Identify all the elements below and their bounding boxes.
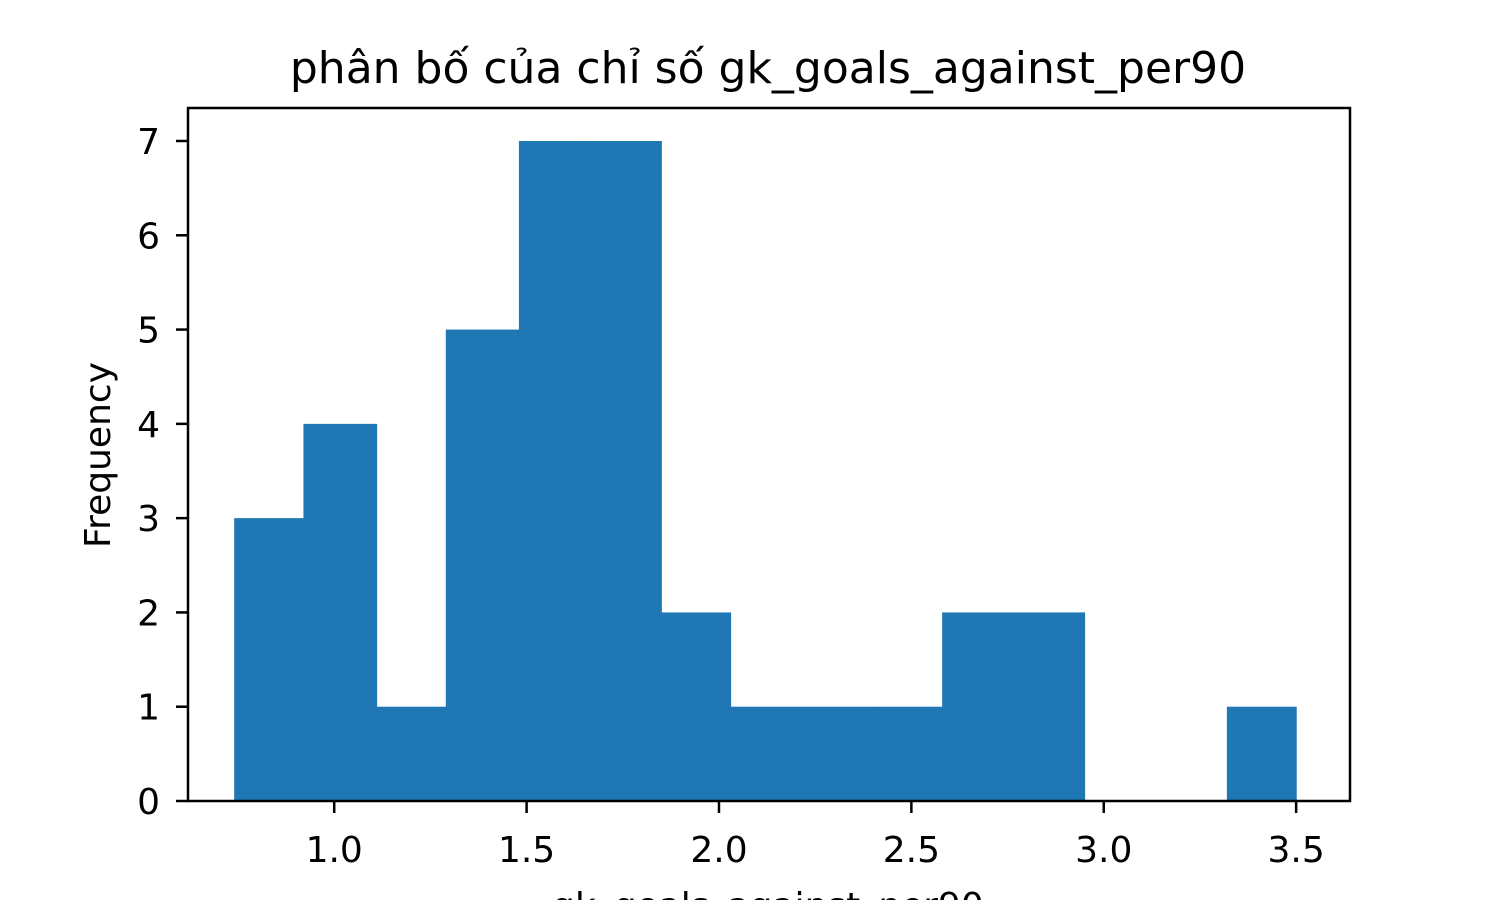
histogram-bar bbox=[1015, 612, 1086, 801]
histogram-bar bbox=[661, 612, 732, 801]
histogram-bar bbox=[799, 706, 874, 801]
x-tick-label: 1.5 bbox=[498, 830, 555, 871]
y-tick-label: 3 bbox=[137, 499, 160, 540]
x-axis-ticks: 1.0 1.5 2.0 2.5 3.0 3.5 bbox=[306, 801, 1325, 871]
histogram-bar bbox=[730, 706, 801, 801]
x-tick-label: 2.0 bbox=[690, 830, 747, 871]
y-axis-label: Frequency bbox=[78, 362, 119, 548]
histogram-bar bbox=[234, 518, 305, 801]
histogram-bar bbox=[588, 141, 662, 801]
histogram-bar bbox=[872, 706, 943, 801]
histogram-bar bbox=[376, 706, 447, 801]
bars-group bbox=[234, 141, 1297, 801]
x-tick-label: 3.5 bbox=[1267, 830, 1324, 871]
x-tick-label: 3.0 bbox=[1075, 830, 1132, 871]
x-tick-label: 2.5 bbox=[883, 830, 940, 871]
y-tick-label: 1 bbox=[137, 688, 160, 729]
histogram-bar bbox=[445, 329, 520, 801]
y-tick-label: 0 bbox=[137, 782, 160, 823]
histogram-bar bbox=[303, 423, 378, 801]
y-tick-label: 6 bbox=[137, 216, 160, 257]
y-tick-label: 7 bbox=[137, 122, 160, 163]
histogram-bar bbox=[942, 612, 1016, 801]
y-axis-ticks: 0 1 2 3 4 5 6 7 bbox=[137, 122, 188, 823]
histogram-bar bbox=[1226, 706, 1297, 801]
y-tick-label: 2 bbox=[137, 593, 160, 634]
x-tick-label: 1.0 bbox=[306, 830, 363, 871]
y-tick-label: 4 bbox=[137, 405, 160, 446]
chart-title: phân bố của chỉ số gk_goals_against_per9… bbox=[290, 43, 1246, 94]
y-tick-label: 5 bbox=[137, 311, 160, 352]
plot-frame bbox=[186, 106, 1352, 803]
x-axis-label: gk_goals_against_per90 bbox=[552, 886, 984, 900]
histogram-bar bbox=[518, 141, 589, 801]
